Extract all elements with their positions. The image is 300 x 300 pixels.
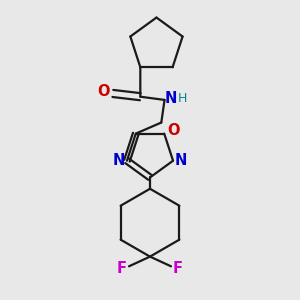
Text: O: O: [167, 123, 179, 138]
Text: N: N: [175, 153, 187, 168]
Text: H: H: [178, 92, 187, 106]
Text: O: O: [98, 84, 110, 99]
Text: F: F: [117, 261, 127, 276]
Text: N: N: [113, 153, 125, 168]
Text: F: F: [173, 261, 183, 276]
Text: N: N: [164, 91, 176, 106]
